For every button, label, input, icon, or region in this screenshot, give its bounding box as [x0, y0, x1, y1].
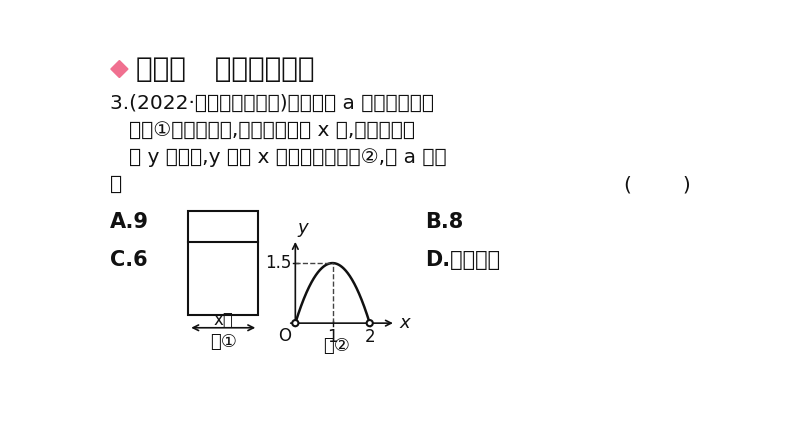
Text: D.不能确定: D.不能确定: [425, 250, 500, 270]
Text: B.8: B.8: [425, 211, 463, 232]
Text: 1: 1: [327, 328, 337, 346]
Text: 图②: 图②: [323, 337, 349, 355]
Text: 2: 2: [364, 328, 375, 346]
Text: 图①: 图①: [210, 333, 237, 351]
Text: (        ): ( ): [624, 175, 691, 194]
Text: y: y: [297, 219, 308, 237]
Text: x米: x米: [214, 311, 233, 329]
Polygon shape: [111, 61, 128, 77]
Text: C.6: C.6: [110, 250, 148, 270]
Text: 如图①的矩形窗框,设窗框的宽为 x 米,窗框的面积: 如图①的矩形窗框,设窗框的宽为 x 米,窗框的面积: [129, 121, 414, 140]
Text: 3.(2022·武汉硜口区月考)用总长为 a 米的材料做成: 3.(2022·武汉硜口区月考)用总长为 a 米的材料做成: [110, 94, 434, 113]
Circle shape: [367, 320, 373, 326]
Text: 类型二   获取图象信息: 类型二 获取图象信息: [136, 55, 314, 83]
Text: 1.5: 1.5: [265, 254, 291, 272]
Text: 是: 是: [110, 175, 122, 194]
Text: x: x: [399, 314, 410, 332]
Circle shape: [292, 320, 299, 326]
Text: O: O: [279, 327, 291, 345]
Text: A.9: A.9: [110, 211, 149, 232]
Text: 为 y 平方米,y 关于 x 的函数图象如图②,则 a 的值: 为 y 平方米,y 关于 x 的函数图象如图②,则 a 的值: [129, 148, 446, 167]
